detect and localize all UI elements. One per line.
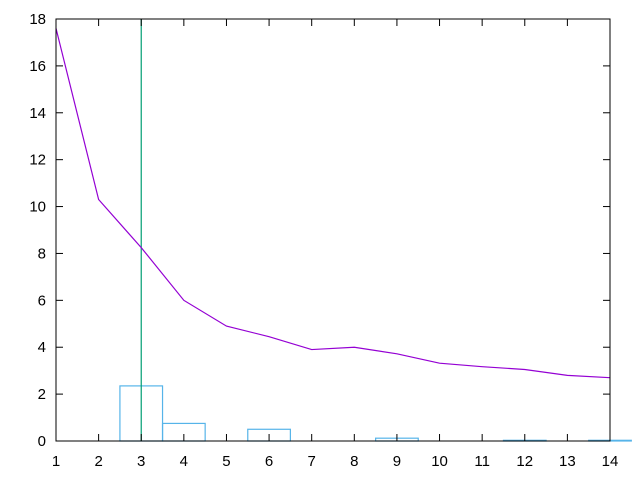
y-tick-label: 8: [38, 245, 46, 262]
x-tick-label: 1: [52, 453, 60, 470]
y-tick-label: 10: [29, 199, 46, 216]
x-axis-tick-labels: 1 2 3 4 5 6 7 8 9 10 11 12 13 14: [52, 453, 619, 470]
x-tick-label: 9: [393, 453, 401, 470]
y-axis-tick-labels: 0 2 4 6 8 10 12 14 16 18: [29, 11, 46, 450]
line-series: [55, 28, 611, 379]
y-tick-label: 14: [29, 105, 46, 122]
x-tick-label: 10: [431, 453, 448, 470]
x-tick-label: 13: [559, 453, 576, 470]
x-tick-label: 5: [222, 453, 230, 470]
x-tick-label: 2: [94, 453, 102, 470]
plot-frame: [55, 18, 611, 442]
x-tick-label: 6: [265, 453, 273, 470]
y-tick-label: 16: [29, 58, 46, 75]
x-tick-label: 3: [137, 453, 145, 470]
x-tick-label: 8: [350, 453, 358, 470]
y-tick-label: 18: [29, 11, 46, 28]
histogram-bars: [119, 385, 632, 442]
y-tick-label: 12: [29, 152, 46, 169]
x-tick-label: 12: [516, 453, 533, 470]
y-tick-label: 6: [38, 292, 46, 309]
x-tick-label: 4: [180, 453, 188, 470]
y-tick-label: 2: [38, 386, 46, 403]
y-tick-label: 0: [38, 433, 46, 450]
x-tick-label: 14: [602, 453, 619, 470]
axis-ticks: [55, 18, 611, 442]
y-tick-label: 4: [38, 339, 46, 356]
x-tick-label: 11: [474, 453, 490, 470]
line-series-path: [55, 28, 611, 379]
x-tick-label: 7: [308, 453, 316, 470]
